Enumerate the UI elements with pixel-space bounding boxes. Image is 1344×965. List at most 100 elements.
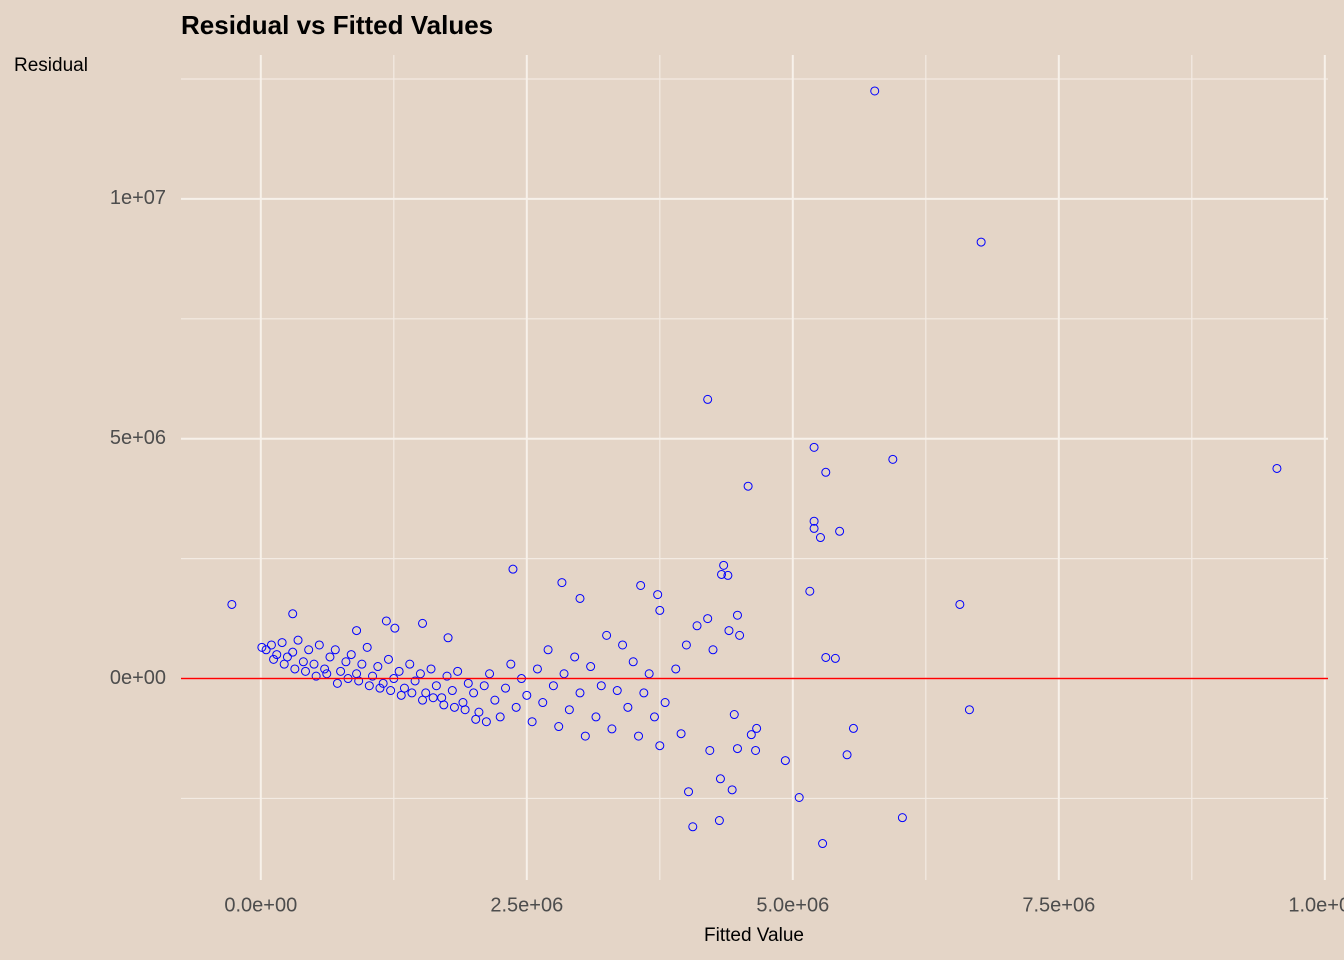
point	[277, 638, 287, 648]
point	[527, 717, 537, 727]
point	[636, 580, 646, 590]
point	[511, 702, 521, 712]
point	[688, 822, 698, 832]
point	[288, 647, 298, 657]
point	[684, 787, 694, 797]
point	[548, 681, 558, 691]
point	[655, 741, 665, 751]
point	[743, 481, 753, 491]
point	[405, 659, 415, 669]
point	[443, 633, 453, 643]
point	[612, 686, 622, 696]
point	[575, 688, 585, 698]
point	[407, 688, 417, 698]
point	[332, 678, 342, 688]
point	[309, 659, 319, 669]
point	[346, 650, 356, 660]
point	[257, 642, 267, 652]
point	[639, 688, 649, 698]
point	[442, 671, 452, 681]
point	[815, 533, 825, 543]
point	[266, 640, 276, 650]
point	[469, 688, 479, 698]
point	[623, 702, 633, 712]
point	[794, 793, 804, 802]
point	[719, 560, 729, 570]
point	[383, 654, 393, 664]
x-tick-label: 2.5e+06	[490, 894, 563, 916]
point	[314, 640, 324, 650]
point	[447, 686, 457, 696]
point	[732, 744, 742, 754]
y-tick-label: 5e+06	[110, 427, 166, 449]
point	[818, 839, 828, 849]
point	[272, 650, 282, 660]
point	[655, 605, 665, 615]
point	[322, 669, 332, 679]
point	[290, 664, 300, 674]
point	[293, 635, 303, 645]
chart-title: Residual vs Fitted Values	[181, 10, 493, 40]
point	[449, 702, 459, 712]
point	[506, 659, 516, 669]
point	[481, 717, 491, 727]
point	[888, 454, 898, 464]
point	[421, 688, 431, 698]
point	[415, 669, 425, 679]
point	[607, 724, 617, 734]
point	[830, 653, 840, 663]
point	[821, 467, 831, 477]
point	[557, 578, 567, 588]
x-axis-label: Fitted Value	[704, 925, 804, 946]
point	[564, 705, 574, 715]
point	[660, 698, 670, 708]
point	[732, 610, 742, 620]
point	[279, 659, 289, 669]
point	[288, 609, 298, 619]
point	[723, 570, 733, 580]
point	[396, 690, 406, 700]
point	[724, 626, 734, 636]
point	[618, 640, 628, 650]
point	[490, 695, 500, 705]
point	[714, 816, 724, 826]
point	[653, 590, 663, 600]
point	[386, 686, 396, 696]
point	[681, 640, 691, 650]
point	[357, 659, 367, 669]
point	[354, 676, 364, 686]
point	[649, 712, 659, 722]
point	[809, 523, 819, 533]
point	[715, 774, 725, 784]
point	[842, 750, 852, 760]
point	[671, 664, 681, 674]
point	[628, 657, 638, 667]
point	[780, 756, 790, 766]
point	[532, 664, 542, 674]
point	[410, 676, 420, 686]
point	[311, 671, 321, 681]
point	[463, 678, 473, 688]
x-tick-label: 1.0e+07	[1288, 894, 1344, 916]
point	[575, 593, 585, 603]
point	[368, 671, 378, 681]
point	[418, 618, 428, 628]
point	[554, 722, 564, 732]
point	[474, 707, 484, 717]
point	[1272, 463, 1282, 473]
point	[352, 626, 362, 636]
point	[835, 526, 845, 536]
point	[580, 731, 590, 741]
point	[976, 237, 986, 247]
point	[304, 645, 314, 655]
point	[596, 681, 606, 691]
point	[227, 599, 237, 609]
point	[751, 745, 761, 755]
point	[269, 654, 279, 664]
point	[431, 681, 441, 691]
point	[727, 785, 737, 795]
point	[805, 586, 815, 596]
